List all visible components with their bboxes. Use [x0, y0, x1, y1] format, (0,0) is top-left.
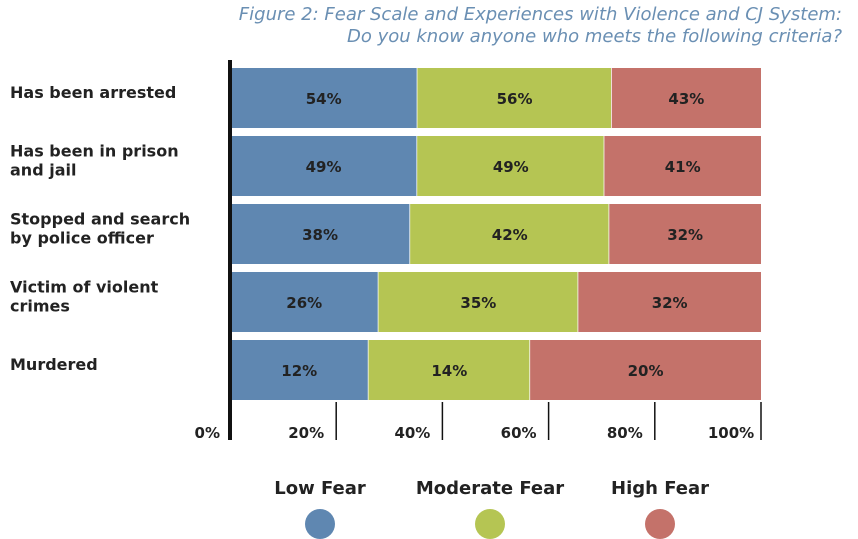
- data-label: 54%: [306, 90, 342, 108]
- chart-title-line-1: Figure 2: Fear Scale and Experiences wit…: [238, 4, 842, 25]
- data-label: 38%: [302, 226, 338, 244]
- data-label: 14%: [431, 362, 467, 380]
- bar-segment-moderate-fear: [417, 68, 612, 128]
- legend-label-low-fear: Low Fear: [274, 478, 366, 499]
- category-label: Victim of violent: [10, 278, 159, 297]
- data-label: 49%: [493, 158, 529, 176]
- data-label: 32%: [652, 294, 688, 312]
- bar-segment-moderate-fear: [378, 272, 579, 332]
- legend-item-low-fear: Low Fear: [230, 478, 410, 539]
- bar-segment-high-fear: [604, 136, 761, 196]
- data-label: 35%: [460, 294, 496, 312]
- bar-segment-moderate-fear: [417, 136, 605, 196]
- legend-label-moderate-fear: Moderate Fear: [415, 478, 565, 499]
- x-tick-label: 20%: [288, 424, 324, 442]
- bar-segment-low-fear: [230, 136, 418, 196]
- bar-segment-moderate-fear: [368, 340, 531, 400]
- data-label: 32%: [667, 226, 703, 244]
- x-tick-label: 40%: [394, 424, 430, 442]
- x-tick-label: 100%: [708, 424, 754, 442]
- data-label: 20%: [628, 362, 664, 380]
- data-label: 49%: [306, 158, 342, 176]
- category-label: Has been in prison: [10, 142, 179, 161]
- legend-swatch-low-fear: [305, 509, 335, 539]
- category-label: Stopped and search: [10, 210, 190, 229]
- x-tick-label: 0%: [195, 424, 220, 442]
- data-label: 56%: [497, 90, 533, 108]
- data-label: 12%: [281, 362, 317, 380]
- chart-title-line-2: Do you know anyone who meets the followi…: [346, 26, 842, 47]
- data-label: 43%: [668, 90, 704, 108]
- bar-segment-low-fear: [230, 68, 418, 128]
- bar-segment-moderate-fear: [410, 204, 610, 264]
- category-label: by police officer: [10, 229, 154, 248]
- data-label: 26%: [286, 294, 322, 312]
- bar-segment-high-fear: [609, 204, 761, 264]
- bar-segment-high-fear: [578, 272, 761, 332]
- category-label: and jail: [10, 161, 76, 180]
- chart-title: Figure 2: Fear Scale and Experiences wit…: [42, 4, 842, 48]
- legend-label-high-fear: High Fear: [611, 478, 709, 499]
- x-tick-label: 60%: [501, 424, 537, 442]
- bar-segment-low-fear: [230, 204, 411, 264]
- bar-segment-high-fear: [611, 68, 761, 128]
- data-label: 42%: [492, 226, 528, 244]
- bar-segment-low-fear: [230, 272, 379, 332]
- category-label: crimes: [10, 297, 70, 316]
- legend-item-high-fear: High Fear: [570, 478, 750, 539]
- bar-segment-low-fear: [230, 340, 369, 400]
- category-label: Murdered: [10, 355, 98, 374]
- stacked-bar-chart: 54% 56% 43% Has been arrested 49% 49% 41% Has b…: [10, 60, 762, 442]
- legend-item-moderate-fear: Moderate Fear: [400, 478, 580, 539]
- legend-swatch-moderate-fear: [475, 509, 505, 539]
- category-label: Has been arrested: [10, 83, 176, 102]
- bar-segment-high-fear: [530, 340, 761, 400]
- legend-swatch-high-fear: [645, 509, 675, 539]
- data-label: 41%: [665, 158, 701, 176]
- x-tick-label: 80%: [607, 424, 643, 442]
